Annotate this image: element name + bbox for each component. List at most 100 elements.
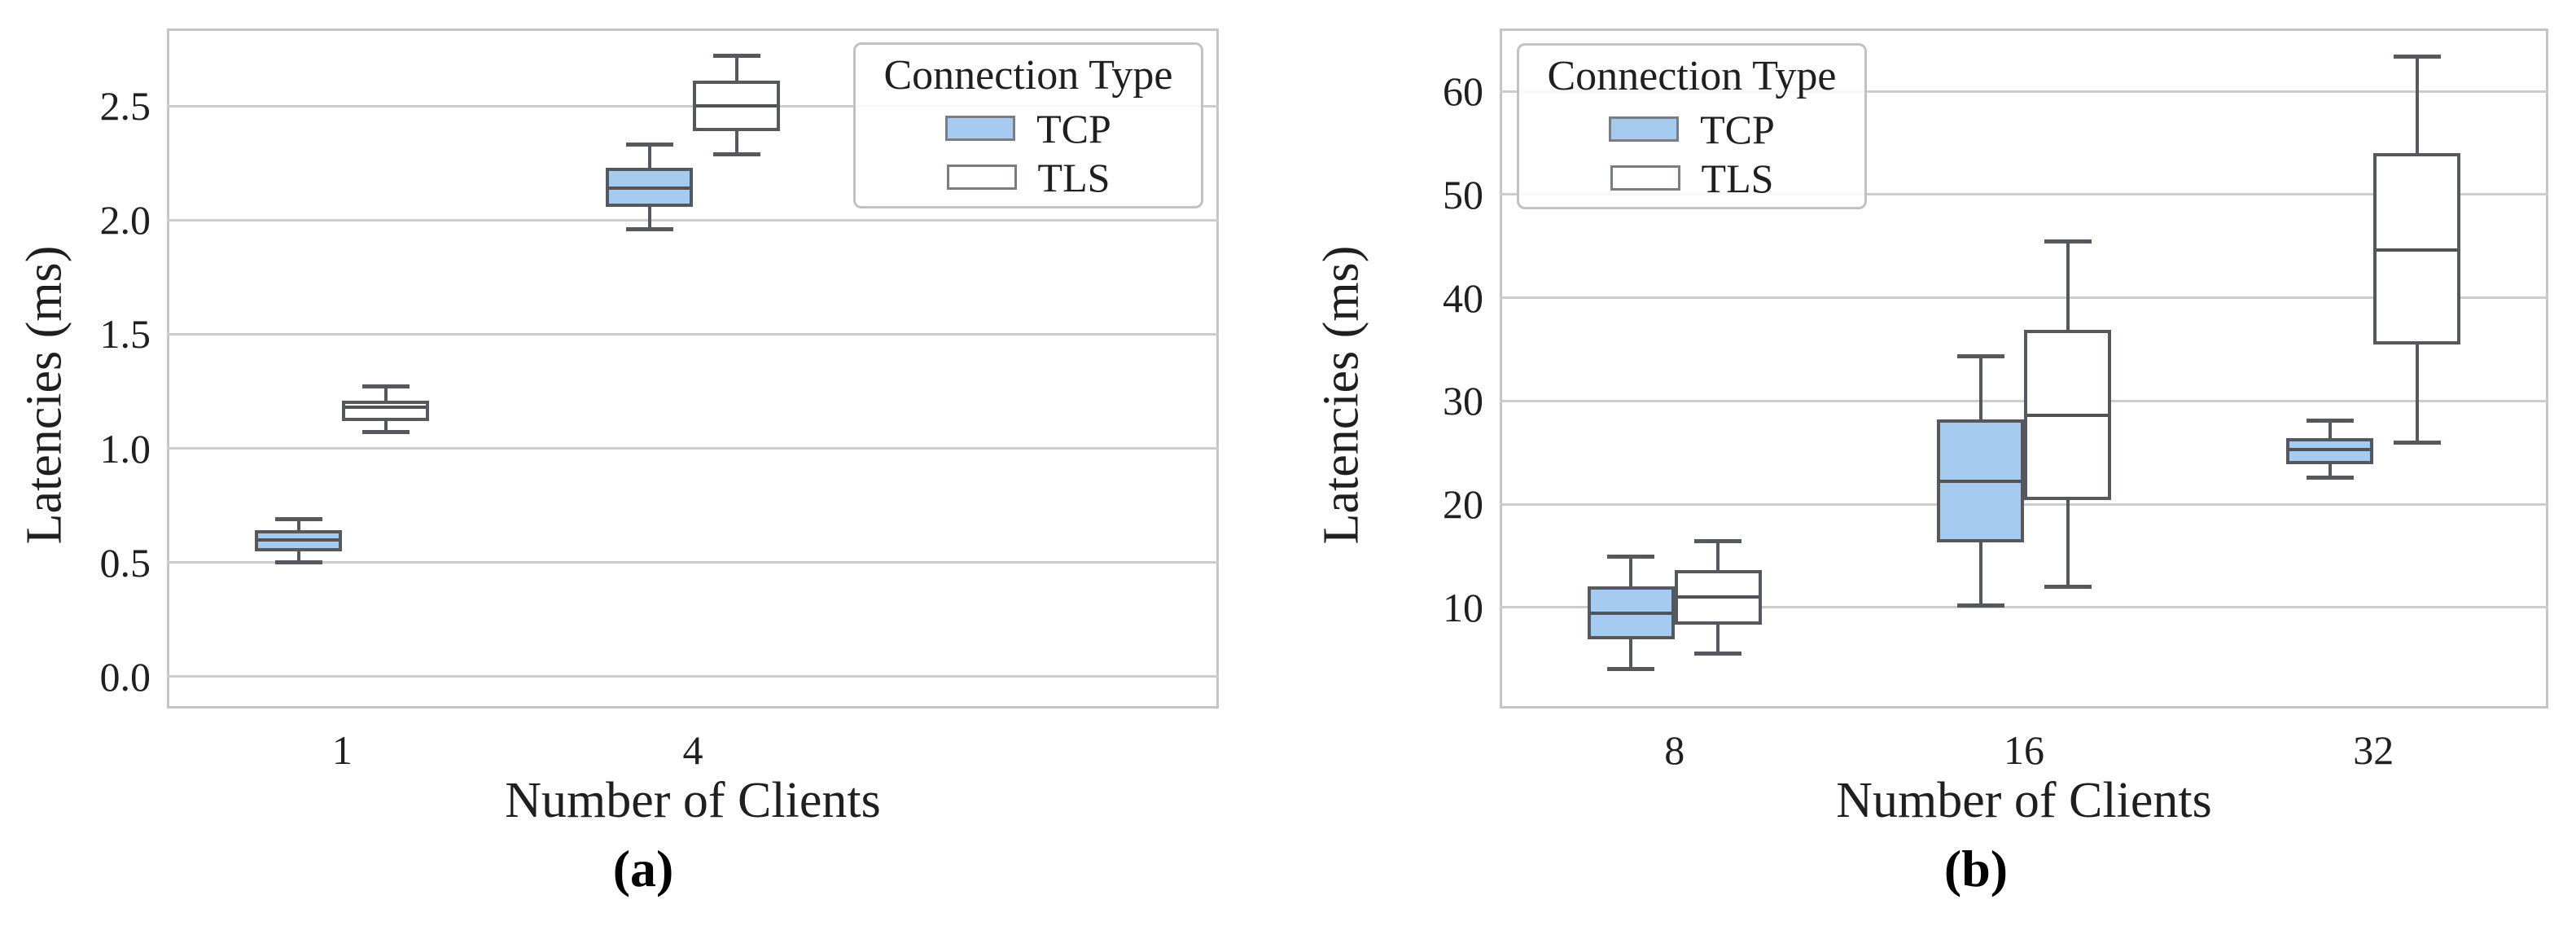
legend-title: Connection Type	[1547, 53, 1837, 99]
tls-box-32-lower-cap	[2393, 440, 2441, 445]
tcp-box-16-lower-cap	[1956, 603, 2004, 608]
subfigure-caption-b: (b)	[1943, 840, 2009, 897]
tls-box-16-upper-cap	[2044, 239, 2092, 244]
tls-box-4-upper-cap	[712, 54, 760, 59]
tls-box-1-lower-whisker	[383, 420, 388, 432]
tls-box-32-upper-whisker	[2415, 56, 2419, 154]
legend-entry-label: TCP	[1700, 106, 1775, 152]
tls-box-1-median	[345, 406, 427, 410]
legend-a: Connection Type TCP TLS	[853, 42, 1203, 208]
y-tick-label: 0.0	[99, 653, 151, 700]
gridline	[167, 332, 1219, 336]
tcp-box-32-upper-whisker	[2328, 420, 2332, 439]
legend-entry-label: TCP	[1036, 105, 1111, 151]
tcp-swatch	[1609, 116, 1680, 143]
tcp-box-8-lower-cap	[1607, 667, 1655, 672]
tls-box-16-median	[2027, 414, 2108, 418]
y-tick-label: 60	[1443, 68, 1483, 115]
y-tick-label: 40	[1443, 274, 1483, 321]
tcp-box-1-lower-whisker	[296, 551, 300, 563]
x-tick-label: 8	[1664, 727, 1685, 773]
tcp-box-8-upper-whisker	[1629, 556, 1633, 587]
y-tick-label: 20	[1443, 481, 1483, 528]
tcp-box-16-upper-whisker	[1978, 356, 1982, 420]
tcp-box-4-upper-cap	[625, 143, 673, 147]
tcp-box-8-median	[1590, 612, 1671, 616]
legend-entry-label: TLS	[1037, 154, 1111, 200]
tls-box-8-median	[1677, 595, 1759, 599]
tcp-box-16-median	[1940, 480, 2021, 484]
tcp-box-32-lower-cap	[2306, 475, 2354, 480]
tls-box-4-lower-whisker	[734, 131, 738, 155]
gridline	[1500, 90, 2548, 93]
tls-box-1-upper-cap	[361, 384, 410, 389]
subfigure-caption-a: (a)	[612, 840, 674, 897]
tls-box-8-upper-cap	[1694, 539, 1742, 544]
gridline	[167, 447, 1219, 450]
tls-box-32-upper-cap	[2393, 54, 2441, 59]
x-tick-label: 4	[682, 727, 703, 773]
tcp-box-16-lower-whisker	[1978, 542, 1982, 606]
tls-box-16-lower-cap	[2044, 584, 2092, 589]
tcp-box-8-upper-cap	[1607, 555, 1655, 559]
legend-entry-label: TLS	[1701, 155, 1774, 201]
x-tick-label: 16	[2004, 727, 2044, 773]
y-tick-label: 2.5	[99, 83, 151, 129]
tcp-box-4-lower-whisker	[647, 206, 651, 230]
tcp-box-4-lower-cap	[625, 227, 673, 232]
tcp-box-16-upper-cap	[1956, 354, 2004, 359]
y-tick-label: 0.5	[99, 539, 151, 586]
gridline	[167, 675, 1219, 678]
y-tick-label: 30	[1443, 378, 1483, 424]
tcp-box-1-median	[258, 538, 340, 542]
tcp-box-1-upper-whisker	[296, 519, 300, 531]
tls-box-1-upper-whisker	[383, 386, 388, 401]
tls-box-4-lower-cap	[712, 151, 760, 156]
legend-entry-tls: TLS	[1610, 155, 1774, 201]
y-tick-label: 10	[1443, 584, 1483, 630]
y-axis-label-a: Latencies (ms)	[16, 245, 72, 545]
tcp-box-8-lower-whisker	[1629, 639, 1633, 669]
tls-box-32-median	[2377, 248, 2458, 252]
tls-box-32-lower-whisker	[2415, 344, 2419, 443]
tls-box-1-lower-cap	[361, 430, 410, 435]
y-tick-label: 2.0	[99, 197, 151, 244]
tls-box-8-upper-whisker	[1716, 541, 1720, 571]
tcp-box-32-upper-cap	[2306, 418, 2354, 423]
tls-box-16-lower-whisker	[2066, 500, 2070, 587]
legend-entry-tls: TLS	[946, 154, 1111, 200]
tls-swatch	[946, 165, 1017, 191]
y-tick-label: 50	[1443, 171, 1483, 217]
tls-box-8-lower-whisker	[1716, 625, 1720, 654]
tcp-box-4-median	[609, 186, 690, 191]
tcp-box-1-lower-cap	[274, 560, 322, 565]
gridline	[167, 218, 1219, 222]
y-tick-label: 1.0	[99, 425, 151, 472]
tls-box-4-median	[696, 104, 777, 108]
gridline	[1500, 193, 2548, 196]
gridline	[1500, 606, 2548, 609]
legend-b: Connection Type TCP TLS	[1517, 43, 1867, 209]
tls-box-4-upper-whisker	[734, 55, 738, 81]
tcp-box-32-median	[2289, 447, 2371, 451]
tls-box-8-lower-cap	[1694, 652, 1742, 656]
y-tick-label: 1.5	[99, 311, 151, 358]
tcp-box-4-upper-whisker	[647, 144, 651, 168]
tcp-box-1-upper-cap	[274, 516, 322, 521]
gridline	[167, 561, 1219, 564]
gridline	[1500, 502, 2548, 506]
tcp-box-32-lower-whisker	[2328, 463, 2332, 478]
x-axis-label-b: Number of Clients	[1836, 773, 2212, 828]
legend-entry-tcp: TCP	[945, 108, 1111, 149]
legend-entry-tcp: TCP	[1609, 109, 1775, 150]
gridline	[1500, 296, 2548, 300]
x-tick-label: 1	[331, 727, 353, 773]
tls-box-16-upper-whisker	[2066, 241, 2070, 330]
x-tick-label: 32	[2353, 727, 2394, 773]
tls-box-1	[342, 400, 430, 421]
tcp-swatch	[945, 116, 1016, 142]
legend-title: Connection Type	[883, 52, 1173, 99]
tls-swatch	[1610, 165, 1680, 191]
x-axis-label-a: Number of Clients	[505, 773, 881, 828]
